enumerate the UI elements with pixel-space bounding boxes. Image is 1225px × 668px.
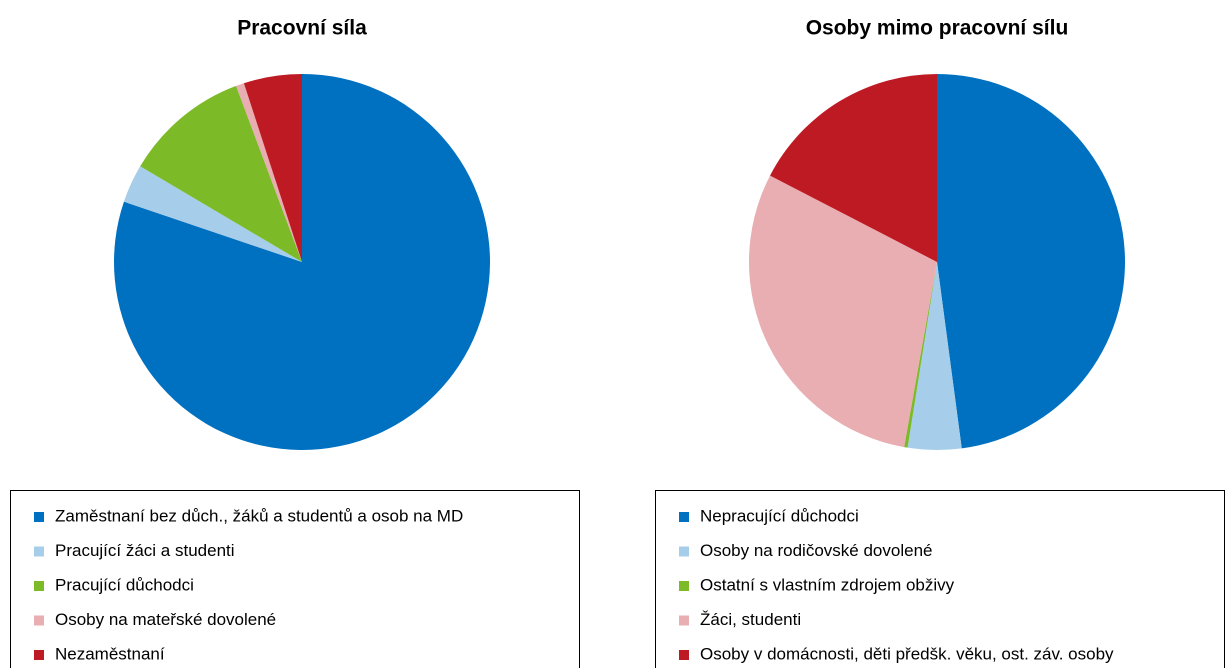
legend-swatch	[679, 581, 689, 591]
chart-title: Osoby mimo pracovní sílu	[806, 17, 1069, 40]
legend-swatch	[679, 546, 689, 557]
pie-slice	[748, 175, 937, 448]
pie-slice	[904, 262, 937, 448]
legend-label: Nepracující důchodci	[700, 506, 859, 525]
legend-swatch	[34, 546, 44, 557]
legend-swatch	[679, 512, 689, 522]
legend-box	[10, 490, 580, 668]
legend-swatch	[34, 615, 44, 626]
legend-swatch	[679, 650, 689, 660]
pie-slice	[937, 74, 1125, 449]
pie-slice	[770, 74, 937, 262]
pie-slice	[236, 83, 302, 262]
legend-label: Zaměstnaní bez důch., žáků a studentů a …	[55, 506, 463, 525]
pie-slice	[113, 74, 490, 450]
legend-label: Žáci, studenti	[700, 610, 801, 629]
legend-label: Nezaměstnaní	[55, 644, 165, 663]
legend-swatch	[34, 581, 44, 591]
pie-slice	[243, 74, 302, 262]
legend-label: Pracující žáci a studenti	[55, 541, 235, 560]
legend-swatch	[34, 650, 44, 660]
legend-swatch	[679, 615, 689, 626]
legend-label: Osoby v domácnosti, děti předšk. věku, o…	[700, 644, 1114, 663]
pie-slice	[123, 166, 302, 262]
legend-label: Ostatní s vlastním zdrojem obživy	[700, 575, 955, 594]
legend-label: Pracující důchodci	[55, 575, 194, 594]
pie-slice	[140, 85, 302, 262]
chart-title: Pracovní síla	[237, 17, 367, 40]
legend-label: Osoby na mateřské dovolené	[55, 610, 276, 629]
legend-label: Osoby na rodičovské dovolené	[700, 541, 932, 560]
legend-swatch	[34, 512, 44, 522]
pie-slice	[907, 262, 962, 450]
